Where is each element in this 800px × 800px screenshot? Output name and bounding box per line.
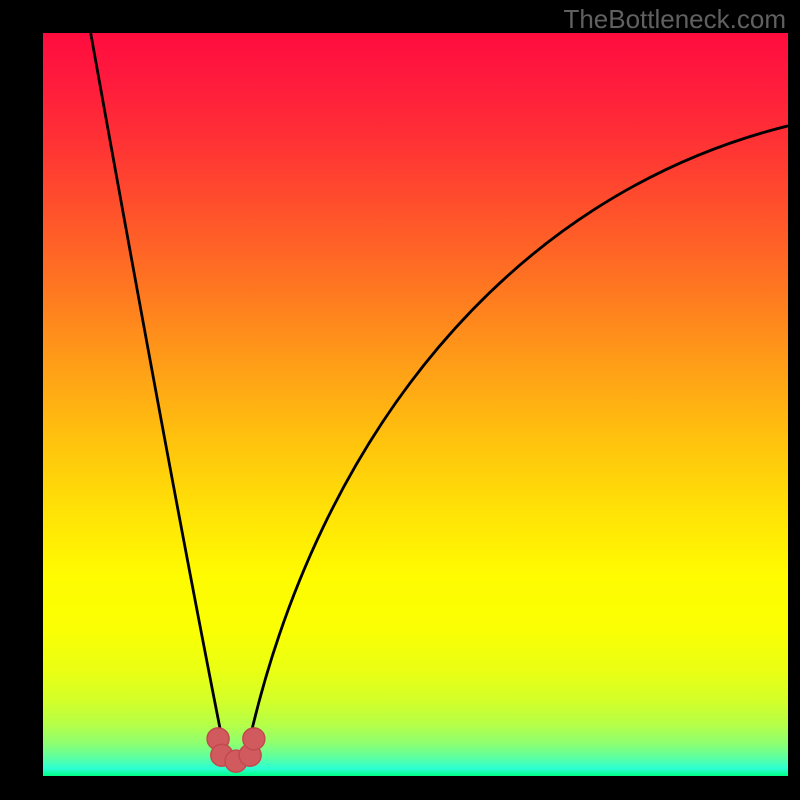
watermark-text: TheBottleneck.com xyxy=(563,4,786,35)
chart-svg xyxy=(43,33,788,776)
chart-plot-area xyxy=(43,33,788,776)
chart-background xyxy=(43,33,788,776)
marker-point xyxy=(243,728,265,750)
